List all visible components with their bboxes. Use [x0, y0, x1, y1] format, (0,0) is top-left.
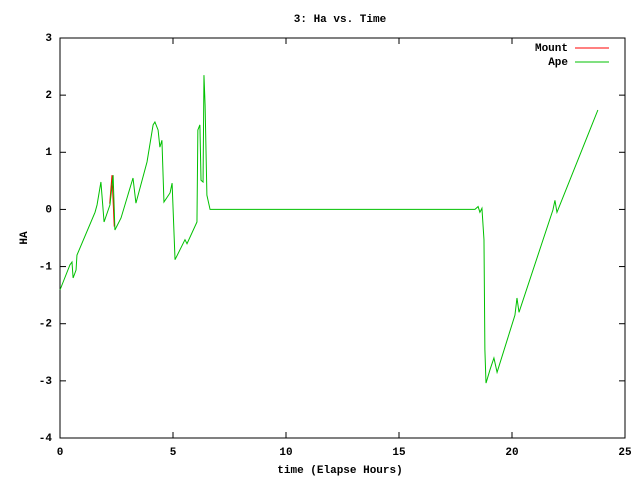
x-tick-label: 20 [505, 447, 518, 459]
legend-label: Ape [548, 57, 568, 69]
chart-title: 3: Ha vs. Time [294, 14, 387, 26]
y-tick-label: 3 [45, 33, 52, 45]
x-tick-label: 0 [57, 447, 64, 459]
series-line [59, 75, 599, 384]
plot-frame [59, 37, 626, 439]
y-tick-label: -2 [39, 319, 52, 331]
y-tick-label: -1 [39, 261, 53, 273]
y-axis-label: HA [19, 231, 31, 245]
x-axis-label: time (Elapse Hours) [277, 465, 402, 477]
x-tick-label: 15 [392, 447, 406, 459]
legend-label: Mount [535, 43, 568, 55]
y-tick-label: -3 [39, 376, 53, 388]
x-tick-label: 10 [279, 447, 292, 459]
y-tick-label: -4 [39, 433, 53, 445]
x-tick-label: 5 [170, 447, 177, 459]
y-tick-label: 0 [45, 204, 52, 216]
y-tick-label: 1 [45, 147, 52, 159]
y-tick-label: 2 [45, 90, 52, 102]
x-tick-label: 25 [618, 447, 632, 459]
series-line [109, 175, 115, 227]
